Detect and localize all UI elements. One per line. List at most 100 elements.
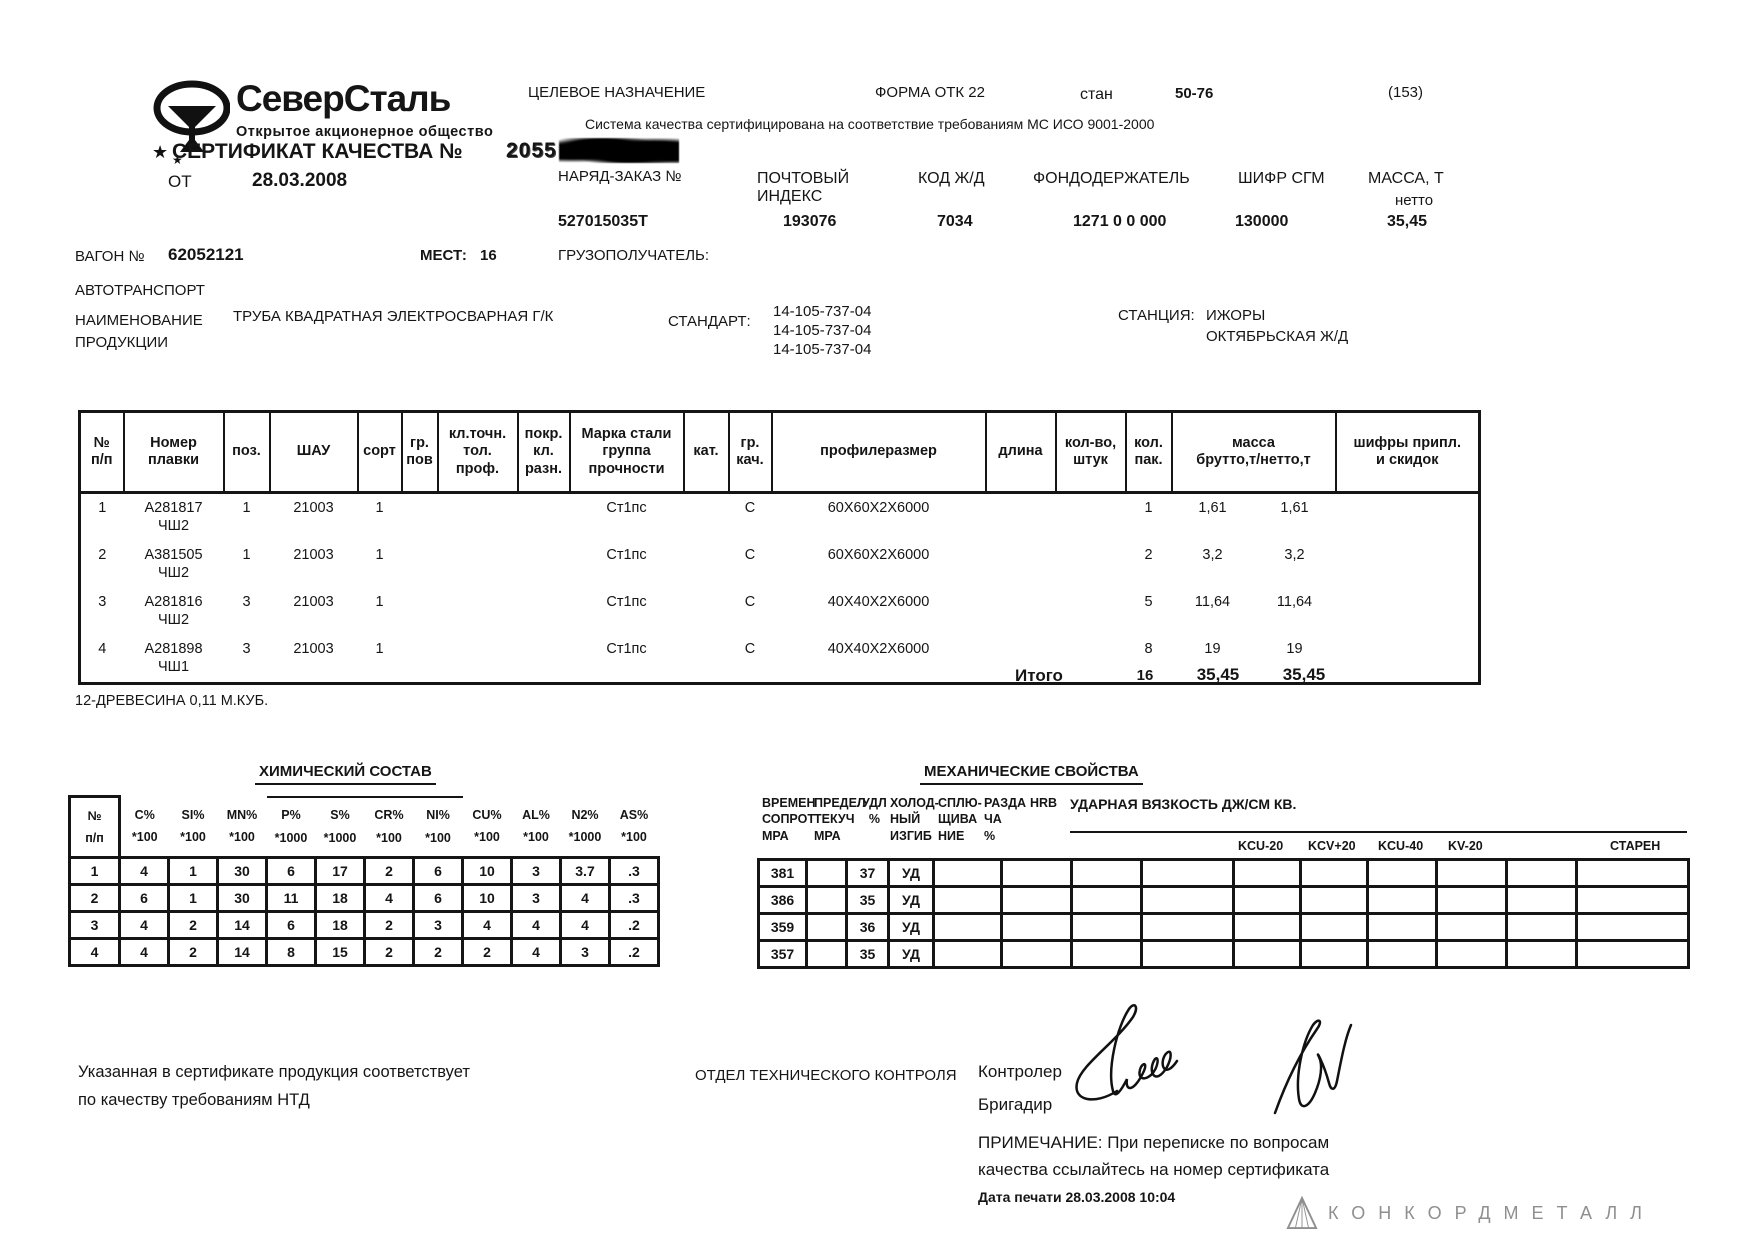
total-packs: 16 <box>1136 667 1154 684</box>
cell <box>1575 939 1690 969</box>
mechanical-properties-table: 381 37 УД 386 35 УД <box>757 858 1690 969</box>
cell: А381505 ЧШ2 <box>144 547 203 582</box>
cell: УД <box>887 939 935 969</box>
cell: 30 <box>216 883 268 913</box>
col-header: кл.точн. тол. проф. <box>436 410 519 494</box>
order-value: 527015035Т <box>558 213 648 230</box>
rail-code-value: 7034 <box>937 213 973 230</box>
chem-section-title: ХИМИЧЕСКИЙ СОСТАВ <box>255 763 436 785</box>
col-header: РАЗДА ЧА % <box>984 796 1027 843</box>
cell: 357 <box>757 939 808 969</box>
col-header: S% *1000 <box>315 795 365 858</box>
table-row: 357 35 УД <box>757 939 1690 969</box>
cell <box>684 635 729 684</box>
cell <box>805 858 848 888</box>
col-header: ВРЕМЕН СОПРОТ МРА <box>762 796 816 843</box>
col-header: шифры припл. и скидок <box>1334 410 1481 494</box>
cell: 10 <box>461 856 513 886</box>
cell: 11 <box>265 883 317 913</box>
cell: 18 <box>314 883 366 913</box>
controller-label: Контролер <box>978 1062 1062 1081</box>
form-label: ФОРМА ОТК 22 <box>875 84 985 101</box>
cell: С <box>744 594 756 610</box>
cell <box>438 541 518 588</box>
cell: 3 <box>242 641 251 657</box>
cell: 1 <box>167 856 219 886</box>
cell <box>518 493 570 542</box>
products-header-row: № п/п Номер плавки поз. ШАУ сорт гр. пов… <box>78 410 1481 494</box>
cell: 6 <box>265 910 317 940</box>
cell: 1 <box>375 641 384 657</box>
standard-value: 14-105-737-04 <box>773 322 872 339</box>
col-header: AS% *100 <box>619 807 649 845</box>
cell <box>1232 912 1302 942</box>
cell: 36 <box>845 912 890 942</box>
cell: 1 <box>1144 500 1153 516</box>
cell: 3.7 <box>559 856 611 886</box>
cell <box>1435 885 1508 915</box>
certificate-number-stamp: 2055 <box>506 138 679 163</box>
col-header: СПЛЮ- ЩИВА НИЕ <box>938 796 982 843</box>
consignee-label: ГРУЗОПОЛУЧАТЕЛЬ: <box>558 247 710 264</box>
cell: 15 <box>314 937 366 967</box>
cell: 4 <box>559 883 611 913</box>
cell: 14 <box>216 937 268 967</box>
cell <box>805 912 848 942</box>
cell <box>1336 635 1480 684</box>
cell: А281816 ЧШ2 <box>144 594 203 629</box>
svg-text:★: ★ <box>172 153 183 166</box>
table-row: 1 А281817 ЧШ2 1 21003 1 Ст1пс С 60X60X2X… <box>80 493 1480 542</box>
brigadier-label: Бригадир <box>978 1095 1053 1114</box>
cell: 21003 <box>293 547 334 563</box>
cell: 40X40X2X6000 <box>827 594 930 610</box>
product-label: НАИМЕНОВАНИЕ ПРОДУКЦИИ <box>75 312 203 351</box>
cell: 3 <box>412 910 464 940</box>
places-value: 16 <box>480 247 497 264</box>
cell: 6 <box>412 883 464 913</box>
table-row: 381 37 УД <box>757 858 1690 888</box>
cell <box>1056 493 1126 542</box>
cell: 30 <box>216 856 268 886</box>
cell <box>1505 858 1578 888</box>
cell: .3 <box>608 883 660 913</box>
cell <box>518 541 570 588</box>
col-header: № п/п <box>78 410 125 494</box>
cell: 37 <box>845 858 890 888</box>
col-header: сорт <box>356 410 403 494</box>
postal-value: 193076 <box>783 213 837 230</box>
col-header: гр. кач. <box>727 410 773 494</box>
col-header: C% *100 <box>131 807 158 845</box>
cell <box>1070 858 1143 888</box>
postal-label: ПОЧТОВЫЙ ИНДЕКС <box>757 170 850 206</box>
col-header: гр. пов <box>400 410 439 494</box>
cell: 8 <box>1144 641 1153 657</box>
cell <box>1000 858 1073 888</box>
stamp-smudge <box>558 138 679 163</box>
cell: 21003 <box>293 641 334 657</box>
order-label: НАРЯД-ЗАКАЗ № <box>558 168 682 185</box>
impact-strength-title: УДАРНАЯ ВЯЗКОСТЬ ДЖ/СМ КВ. <box>1070 796 1297 812</box>
cell: 2 <box>68 883 121 913</box>
cell: 2 <box>412 937 464 967</box>
table-row: 3 4 2 14 6 18 2 3 4 4 4 .2 <box>68 910 660 940</box>
controller-signature <box>1075 1004 1179 1101</box>
cell: 4 <box>363 883 415 913</box>
col-header: покр. кл. разн. <box>516 410 571 494</box>
products-table: № п/п Номер плавки поз. ШАУ сорт гр. пов… <box>78 410 1481 685</box>
table-row: 386 35 УД <box>757 885 1690 915</box>
mass-label: МАССА, Т <box>1368 170 1444 187</box>
col-header: ХОЛОД- НЫЙ ИЗГИБ <box>890 796 939 843</box>
wood-note: 12-ДРЕВЕСИНА 0,11 М.КУБ. <box>75 693 269 709</box>
col-header: N2% *1000 <box>568 807 602 845</box>
iso-line: Система качества сертифицирована на соот… <box>585 116 1155 132</box>
cell: 4 <box>461 910 513 940</box>
cell: 2 <box>363 937 415 967</box>
cell <box>1575 912 1690 942</box>
col-header: NI% *100 <box>413 795 463 858</box>
cipher-value: 130000 <box>1235 213 1289 230</box>
cell: 10 <box>461 883 513 913</box>
cell: А281898 ЧШ1 <box>144 641 203 676</box>
cell <box>1435 858 1508 888</box>
col-header: P% *1000 <box>266 795 316 858</box>
cell: 3 <box>242 594 251 610</box>
